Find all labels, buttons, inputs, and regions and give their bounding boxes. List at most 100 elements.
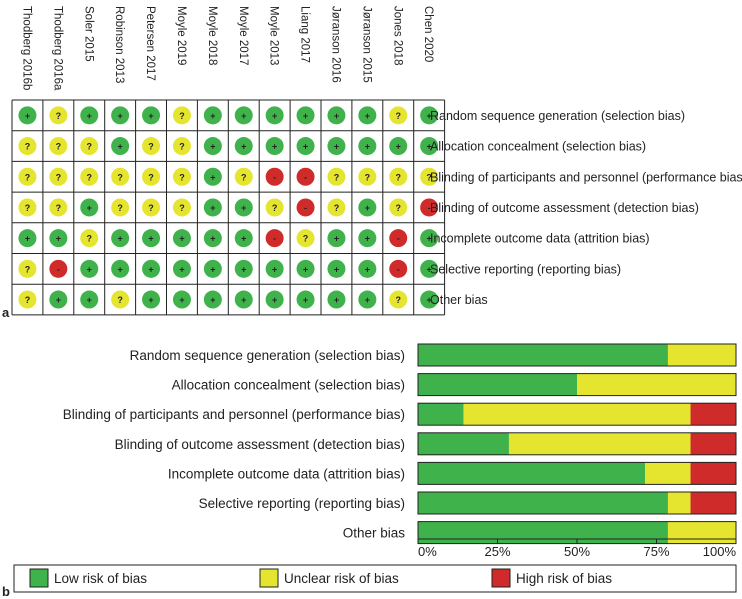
study-header-label: Chen 2020 — [422, 6, 434, 62]
risk-symbol: + — [241, 234, 246, 244]
unclear-risk-dot — [80, 137, 99, 156]
risk-symbol: + — [365, 111, 370, 121]
risk-symbol: + — [56, 234, 61, 244]
risk-symbol: ? — [148, 142, 154, 152]
unclear-risk-dot — [389, 198, 408, 217]
risk-symbol: + — [365, 295, 370, 305]
risk-symbol: + — [210, 111, 215, 121]
high-risk-dot — [296, 198, 315, 217]
x-tick-label: 75% — [643, 544, 669, 559]
low-risk-bar-segment — [418, 432, 509, 455]
low-risk-dot — [327, 229, 346, 248]
unclear-risk-dot — [172, 167, 191, 186]
low-risk-dot — [420, 290, 439, 309]
high-risk-dot — [420, 198, 439, 217]
risk-symbol: ? — [117, 203, 123, 213]
unclear-risk-dot — [142, 198, 161, 217]
risk-symbol: + — [365, 234, 370, 244]
low-risk-dot — [265, 290, 284, 309]
low-risk-dot — [203, 167, 222, 186]
risk-symbol: + — [210, 264, 215, 274]
unclear-risk-dot — [389, 290, 408, 309]
category-label: Incomplete outcome data (attrition bias) — [168, 466, 405, 481]
unclear-risk-dot — [234, 167, 253, 186]
study-header-label: Thodberg 2016a — [51, 6, 63, 91]
risk-symbol: - — [304, 172, 307, 182]
unclear-risk-dot — [18, 198, 37, 217]
risk-symbol: + — [272, 111, 277, 121]
study-header-label: Jøranson 2016 — [329, 6, 341, 83]
low-risk-dot — [296, 290, 315, 309]
risk-symbol: + — [303, 295, 308, 305]
risk-symbol: + — [56, 295, 61, 305]
category-label: Random sequence generation (selection bi… — [130, 348, 405, 363]
risk-symbol: + — [334, 264, 339, 274]
low-risk-dot — [172, 290, 191, 309]
unclear-risk-dot — [142, 137, 161, 156]
domain-label: Random sequence generation (selection bi… — [430, 109, 685, 123]
category-label: Allocation concealment (selection bias) — [172, 378, 405, 393]
risk-symbol: ? — [396, 111, 402, 121]
low-risk-dot — [111, 106, 130, 125]
risk-symbol: ? — [117, 295, 123, 305]
risk-symbol: ? — [334, 172, 340, 182]
low-risk-dot — [203, 198, 222, 217]
unclear-risk-dot — [111, 290, 130, 309]
risk-symbol: + — [118, 234, 123, 244]
unclear-risk-dot — [296, 229, 315, 248]
low-risk-dot — [234, 290, 253, 309]
low-risk-dot — [420, 137, 439, 156]
panel-a-label: a — [2, 305, 10, 320]
low-risk-dot — [142, 290, 161, 309]
risk-symbol: + — [365, 142, 370, 152]
risk-symbol: ? — [396, 203, 402, 213]
risk-symbol: + — [272, 142, 277, 152]
legend-label: High risk of bias — [516, 571, 612, 586]
study-header-label: Liang 2017 — [299, 6, 311, 63]
low-risk-dot — [420, 229, 439, 248]
unclear-risk-dot — [18, 167, 37, 186]
risk-symbol: ? — [25, 295, 31, 305]
high-legend-swatch — [491, 568, 511, 588]
risk-symbol: - — [397, 264, 400, 274]
risk-symbol: + — [334, 295, 339, 305]
low-risk-dot — [142, 229, 161, 248]
unclear-risk-bar-segment — [645, 462, 691, 485]
bar-outline — [417, 402, 737, 426]
risk-symbol: + — [87, 295, 92, 305]
risk-symbol: + — [303, 264, 308, 274]
low-risk-dot — [265, 259, 284, 278]
domain-label: Selective reporting (reporting bias) — [430, 262, 621, 276]
low-risk-dot — [327, 259, 346, 278]
risk-symbol: ? — [334, 203, 340, 213]
low-risk-dot — [327, 137, 346, 156]
low-risk-dot — [142, 259, 161, 278]
domain-label: Allocation concealment (selection bias) — [430, 140, 646, 154]
study-header-label: Jøranson 2015 — [360, 6, 372, 83]
bar-outline — [417, 343, 737, 367]
low-risk-dot — [172, 229, 191, 248]
unclear-risk-bar-segment — [667, 344, 736, 366]
low-risk-bar-segment — [418, 403, 464, 426]
low-legend-swatch — [29, 568, 49, 588]
risk-symbol: + — [334, 234, 339, 244]
risk-of-bias-graph-panel: Random sequence generation (selection bi… — [13, 343, 737, 593]
risk-symbol: + — [272, 295, 277, 305]
low-risk-dot — [420, 259, 439, 278]
risk-symbol: + — [241, 111, 246, 121]
high-risk-dot — [389, 229, 408, 248]
risk-symbol: + — [210, 234, 215, 244]
unclear-legend-swatch — [259, 568, 279, 588]
unclear-risk-dot — [389, 167, 408, 186]
low-risk-dot — [358, 229, 377, 248]
risk-symbol: + — [427, 111, 432, 121]
risk-symbol: ? — [25, 203, 31, 213]
risk-symbol: + — [148, 295, 153, 305]
risk-symbol: + — [210, 295, 215, 305]
risk-symbol: ? — [179, 142, 185, 152]
legend-label: Unclear risk of bias — [284, 571, 399, 586]
unclear-risk-bar-segment — [667, 492, 691, 514]
risk-symbol: ? — [25, 172, 31, 182]
risk-symbol: ? — [117, 172, 123, 182]
